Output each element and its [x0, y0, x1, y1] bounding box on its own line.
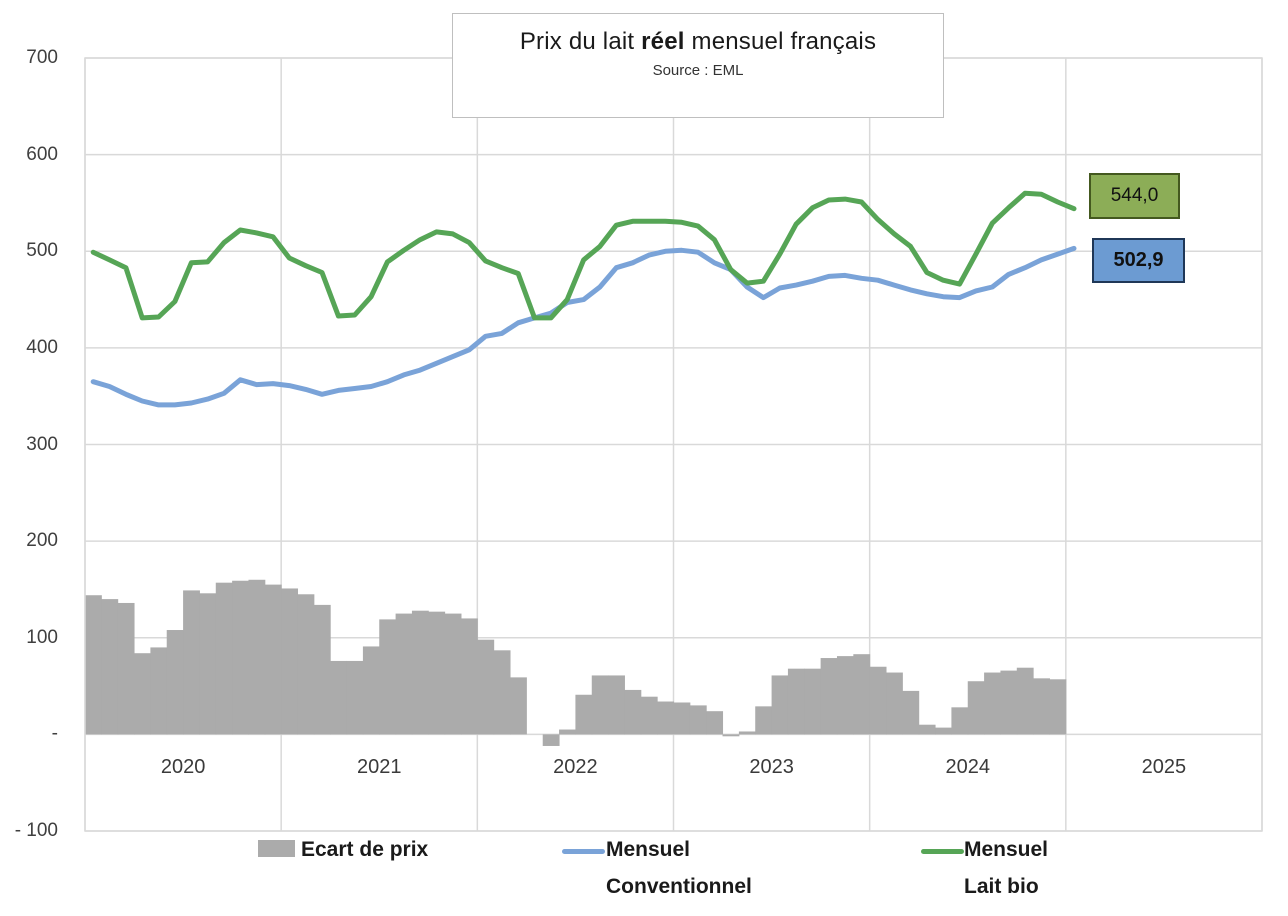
ecart-bar: [330, 660, 348, 735]
legend-conventionnel-line-swatch: [562, 849, 605, 854]
ecart-bar: [886, 672, 903, 735]
ecart-bar: [542, 734, 560, 746]
ecart-bar: [444, 613, 462, 735]
legend-label-conventionnel: Mensuel Conventionnel: [606, 831, 752, 905]
ecart-bar: [591, 675, 609, 735]
x-axis-year-label: 2023: [749, 756, 794, 778]
bio-last-value: 544,0: [1110, 185, 1159, 206]
ecart-bar: [183, 590, 200, 735]
ecart-bar: [657, 701, 674, 735]
ecart-bar: [575, 694, 593, 735]
chart-title-box: Prix du lait réel mensuel français Sourc…: [452, 13, 944, 118]
ecart-bar: [166, 630, 184, 735]
ecart-bar: [820, 658, 838, 735]
conventionnel-line: [90, 245, 1077, 408]
ecart-bar: [395, 613, 413, 735]
ecart-bar: [624, 689, 642, 735]
legend-label-bio-line1: Mensuel: [964, 838, 1049, 861]
ecart-bar: [248, 579, 266, 735]
ecart-bar: [134, 653, 151, 735]
title-prefix: Prix du lait: [519, 28, 642, 55]
ecart-bar: [379, 619, 397, 735]
legend-label-bio: Mensuel Lait bio: [964, 831, 1048, 905]
ecart-bar: [1033, 678, 1050, 735]
x-axis-year-label: 2020: [160, 756, 206, 778]
ecart-bar: [787, 668, 805, 735]
legend-label-ecart: Ecart de prix: [301, 838, 429, 861]
ecart-bar: [313, 604, 331, 735]
ecart-bar: [967, 681, 985, 735]
x-axis-year-label: 2021: [357, 756, 402, 778]
x-axis-year-label: 2024: [945, 756, 991, 778]
ecart-bar: [510, 677, 527, 735]
ecart-bar: [771, 675, 789, 735]
ecart-bar: [460, 618, 478, 735]
ecart-bar: [477, 639, 495, 735]
conventionnel-last-value: 502,9: [1113, 249, 1164, 271]
ecart-bar: [493, 650, 511, 735]
y-axis-tick-label: 600: [26, 143, 58, 165]
ecart-bar: [673, 702, 691, 735]
ecart-bar: [853, 654, 871, 735]
ecart-bar: [281, 588, 299, 735]
ecart-bar: [608, 675, 625, 735]
ecart-bar: [689, 705, 707, 735]
ecart-bar: [264, 584, 282, 735]
ecart-bar: [918, 724, 936, 735]
legend-label-bio-line2: Lait bio: [964, 875, 1039, 898]
ecart-bar: [804, 668, 822, 735]
ecart-bar: [984, 672, 1001, 735]
bio-line: [90, 190, 1077, 321]
ecart-bar: [755, 706, 773, 735]
y-axis-tick-label: -: [51, 723, 58, 745]
chart-title: Prix du lait réel mensuel français: [453, 28, 943, 56]
ecart-bar: [199, 593, 217, 735]
ecart-bar: [836, 656, 854, 735]
legend-bio-line-swatch: [921, 849, 964, 854]
ecart-bar: [411, 610, 429, 735]
ecart-bar: [215, 582, 233, 735]
ecart-bar: [935, 727, 952, 735]
y-axis-tick-label: 400: [26, 336, 58, 358]
y-axis-tick-label: - 100: [14, 820, 58, 841]
ecart-bar: [951, 707, 969, 735]
y-axis-tick-label: 200: [26, 530, 58, 552]
ecart-bar: [1016, 667, 1034, 735]
ecart-bar: [1000, 670, 1018, 735]
ecart-bar: [428, 611, 446, 735]
legend-label-conventionnel-line1: Mensuel: [606, 838, 691, 861]
ecart-bar: [722, 734, 740, 737]
ecart-bar: [232, 580, 249, 735]
ecart-bar: [706, 711, 724, 735]
title-suffix: mensuel français: [684, 28, 877, 55]
ecart-bar: [738, 731, 756, 735]
ecart-bar: [297, 594, 315, 735]
y-axis-tick-label: 300: [26, 433, 58, 455]
ecart-bar: [85, 595, 102, 735]
bio-last-value-callout: 544,0: [1089, 173, 1180, 219]
x-axis-year-label: 2025: [1141, 756, 1187, 778]
ecart-bar: [869, 666, 887, 735]
chart-subtitle: Source : EML: [652, 62, 744, 79]
y-axis-tick-label: 100: [26, 626, 58, 648]
legend-bar-swatch: [258, 840, 295, 857]
ecart-bar: [117, 602, 135, 735]
ecart-bar: [1049, 679, 1067, 735]
y-axis-tick-label: 500: [26, 240, 58, 262]
conventionnel-last-value-callout: 502,9: [1092, 238, 1185, 283]
legend-label-conventionnel-line2: Conventionnel: [606, 875, 752, 898]
title-bold-word: réel: [641, 28, 685, 55]
ecart-bar: [101, 599, 119, 735]
ecart-bar: [150, 647, 168, 735]
ecart-bar: [559, 729, 576, 735]
ecart-bar: [640, 696, 658, 735]
x-axis-year-label: 2022: [553, 756, 598, 778]
ecart-bar: [902, 690, 920, 735]
y-axis-tick-label: 700: [26, 47, 58, 68]
ecart-bar: [346, 660, 364, 735]
ecart-bar: [362, 646, 380, 735]
